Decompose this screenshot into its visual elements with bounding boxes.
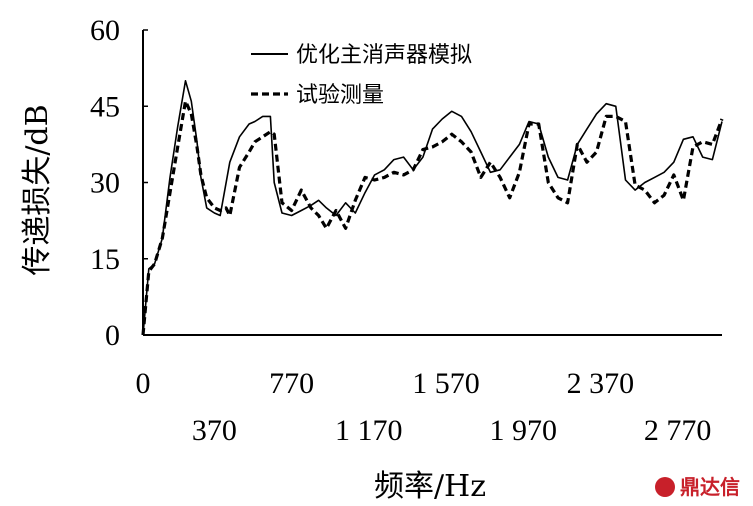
y-tick-label: 15 xyxy=(90,243,120,276)
legend: 优化主消声器模拟 试验测量 xyxy=(251,43,472,108)
legend-label-simulation: 优化主消声器模拟 xyxy=(296,43,472,68)
watermark-text: 鼎达信 xyxy=(680,475,740,499)
watermark: 鼎达信 xyxy=(655,475,740,499)
y-tick-label: 0 xyxy=(105,319,120,352)
y-axis-title: 传递损失/dB xyxy=(20,104,55,275)
y-tick-label: 60 xyxy=(90,14,120,47)
y-tick-label: 30 xyxy=(90,167,120,200)
x-tick-label: 2 770 xyxy=(644,414,712,447)
series-lines xyxy=(141,80,724,336)
x-tick-label: 1 970 xyxy=(489,414,557,447)
x-tick-label: 1 570 xyxy=(412,367,480,400)
x-axis-title: 频率/Hz xyxy=(374,469,486,504)
x-tick-label: 770 xyxy=(269,367,314,400)
x-tick-label: 1 170 xyxy=(335,414,403,447)
watermark-logo-icon xyxy=(655,477,675,497)
x-tick-label: 2 370 xyxy=(567,367,635,400)
tick-labels: 0 15 30 45 60 0 770 1 570 2 370 370 1 170 1 970 2 77… xyxy=(90,14,711,447)
x-tick-label: 370 xyxy=(192,414,237,447)
y-tick-label: 45 xyxy=(90,90,120,123)
legend-label-measurement: 试验测量 xyxy=(296,83,384,108)
x-tick-label: 0 xyxy=(136,367,151,400)
series-line-simulation xyxy=(142,80,723,336)
series-line-measurement xyxy=(141,99,724,336)
